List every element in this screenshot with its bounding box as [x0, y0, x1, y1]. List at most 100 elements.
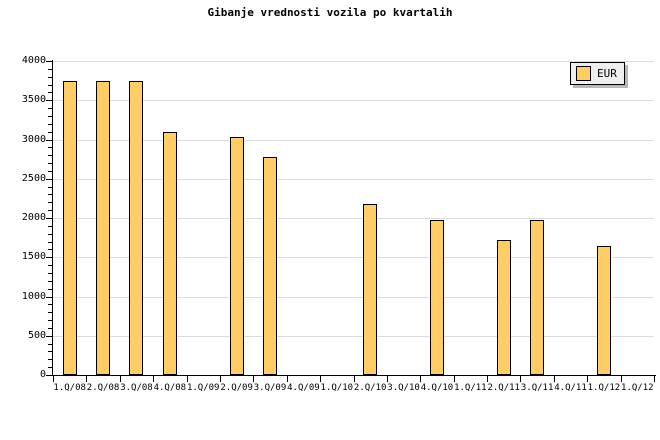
x-axis-tick-label: 4.Q/11 — [554, 383, 587, 393]
y-axis-tick-label: 1000 — [21, 290, 46, 302]
x-axis-tick — [287, 376, 288, 382]
chart-title: Gibanje vrednosti vozila po kvartalih — [207, 6, 453, 19]
bar[interactable] — [162, 131, 177, 375]
x-axis-tick — [487, 376, 488, 382]
y-axis-tick-minor — [48, 210, 53, 212]
x-axis-tick — [53, 376, 54, 382]
gridline — [53, 61, 654, 62]
y-axis-tick-label: 0 — [39, 369, 46, 380]
x-axis-tick-label: 2.Q/09 — [220, 383, 253, 393]
x-axis-tick — [220, 376, 221, 382]
x-axis-tick-label: 1.Q/10 — [320, 383, 354, 393]
gridline — [53, 178, 654, 180]
x-axis-tick-label: 1.Q/12 — [587, 383, 621, 393]
gridline — [53, 218, 654, 219]
gridline — [53, 100, 654, 102]
x-axis-tick — [454, 376, 455, 382]
y-axis-tick-minor — [48, 155, 53, 157]
bar[interactable] — [363, 203, 378, 375]
x-axis-line — [52, 375, 656, 376]
x-axis-tick-label: 3.Q/08 — [120, 383, 153, 393]
y-axis-tick-minor — [48, 312, 53, 314]
x-axis-tick-label: 1.Q/12 — [621, 383, 654, 393]
bar[interactable] — [596, 245, 611, 375]
y-axis-tick-label: 2500 — [21, 172, 46, 184]
y-axis-tick-label: 3000 — [21, 133, 46, 145]
y-axis-tick-major — [46, 335, 53, 337]
y-axis-tick-minor — [48, 170, 53, 172]
y-axis-tick-minor — [48, 163, 53, 165]
bar[interactable] — [229, 137, 244, 375]
gridline — [53, 335, 654, 337]
y-axis-tick-minor — [48, 233, 53, 235]
gridline — [53, 139, 654, 141]
y-axis-tick-minor — [48, 68, 53, 70]
y-axis-tick-label: 3500 — [21, 94, 46, 106]
x-axis-tick — [654, 376, 655, 382]
y-axis-tick-label: 4000 — [21, 55, 46, 66]
x-axis-tick — [587, 376, 588, 382]
legend-swatch-eur — [576, 66, 591, 81]
x-axis-tick-label: 3.Q/10 — [387, 383, 420, 393]
y-axis-tick-major — [46, 100, 53, 102]
gridline — [53, 296, 654, 298]
bar[interactable] — [429, 219, 444, 375]
y-axis-tick-minor — [48, 272, 53, 274]
y-axis-tick-minor — [48, 320, 53, 322]
y-axis-tick-major — [46, 178, 53, 180]
x-axis-tick — [554, 376, 555, 382]
y-axis-tick-minor — [48, 147, 53, 149]
y-axis-tick-minor — [48, 186, 53, 188]
bar[interactable] — [62, 80, 77, 375]
y-axis-tick-minor — [48, 367, 53, 369]
y-axis-tick-major — [46, 218, 53, 219]
y-axis-labels: 0 500 1000 1500 2000 2500 3000 3500 4000 — [0, 0, 46, 440]
y-axis-tick-minor — [48, 123, 53, 125]
x-axis-tick-label: 3.Q/09 — [253, 383, 287, 393]
y-axis-tick-minor — [48, 265, 53, 267]
x-axis-tick — [253, 376, 254, 382]
x-axis-tick — [621, 376, 622, 382]
x-axis-tick-label: 2.Q/10 — [353, 383, 387, 393]
y-axis-tick-major — [46, 139, 53, 141]
x-axis-tick-label: 4.Q/09 — [287, 383, 320, 393]
x-axis-tick-label: 1.Q/09 — [186, 383, 220, 393]
y-axis-tick-major — [46, 296, 53, 298]
y-axis-tick-minor — [48, 280, 53, 282]
x-axis-tick — [86, 376, 87, 382]
legend-label-eur: EUR — [597, 67, 617, 80]
x-axis-tick-label: 1.Q/11 — [454, 383, 487, 393]
y-axis-tick-minor — [48, 288, 53, 290]
y-axis-tick-minor — [48, 304, 53, 306]
x-axis-tick-label: 4.Q/08 — [153, 383, 187, 393]
x-axis-tick-label: 1.Q/08 — [53, 383, 86, 393]
gridline — [53, 257, 654, 259]
y-axis-tick-minor — [48, 115, 53, 117]
y-axis-tick-minor — [48, 202, 53, 204]
y-axis-tick-minor — [48, 225, 53, 227]
x-axis-tick — [354, 376, 355, 382]
bar[interactable] — [129, 80, 144, 375]
bar[interactable] — [496, 239, 511, 375]
x-axis-tick — [420, 376, 421, 382]
x-axis-tick-label: 2.Q/11 — [487, 383, 520, 393]
x-axis-tick — [120, 376, 121, 382]
x-axis-tick — [153, 376, 154, 382]
bar[interactable] — [530, 219, 545, 375]
y-axis-tick-minor — [48, 84, 53, 86]
y-axis-tick-minor — [48, 359, 53, 361]
y-axis-tick-major — [46, 61, 53, 62]
y-axis-tick-minor — [48, 92, 53, 94]
bar[interactable] — [263, 156, 278, 375]
x-axis-tick — [320, 376, 321, 382]
x-axis-tick — [187, 376, 188, 382]
y-axis-tick-minor — [48, 343, 53, 345]
chart-legend[interactable]: EUR — [570, 62, 625, 85]
y-axis-tick-major — [46, 375, 53, 376]
y-axis-tick-minor — [48, 131, 53, 133]
x-axis-tick-label: 3.Q/11 — [520, 383, 554, 393]
y-axis-tick-minor — [48, 249, 53, 251]
y-axis-tick-minor — [48, 76, 53, 78]
bar[interactable] — [96, 80, 111, 375]
x-axis-tick-label: 2.Q/08 — [86, 383, 120, 393]
